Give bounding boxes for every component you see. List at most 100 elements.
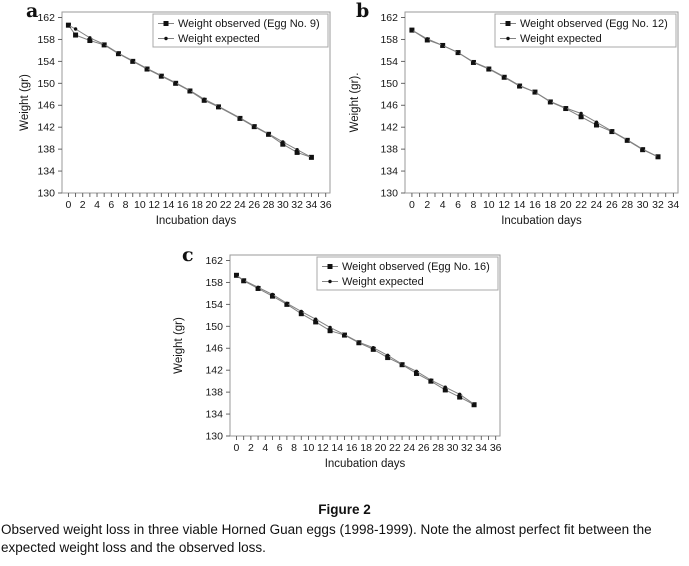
svg-text:130: 130 <box>205 431 223 443</box>
x-axis-label: Incubation days <box>501 215 582 227</box>
figure-caption: Figure 2 Observed weight loss in three v… <box>0 502 689 557</box>
svg-text:30: 30 <box>277 199 289 211</box>
svg-text:134: 134 <box>37 166 55 178</box>
svg-text:134: 134 <box>380 166 398 178</box>
svg-text:0: 0 <box>234 442 240 454</box>
plot-border <box>404 11 679 194</box>
svg-text:10: 10 <box>483 199 495 211</box>
svg-text:12: 12 <box>317 442 329 454</box>
svg-text:36: 36 <box>490 442 502 454</box>
svg-text:134: 134 <box>205 409 223 421</box>
svg-text:14: 14 <box>514 199 526 211</box>
plot-border <box>229 254 501 437</box>
svg-text:26: 26 <box>248 199 260 211</box>
svg-text:130: 130 <box>37 188 55 200</box>
series-dot <box>234 273 476 406</box>
svg-text:138: 138 <box>380 144 398 156</box>
svg-text:30: 30 <box>447 442 459 454</box>
svg-text:28: 28 <box>432 442 444 454</box>
svg-text:150: 150 <box>380 78 398 90</box>
line-chart-svg: 0 2 4 6 8 10 12 14 16 18 20 22 24 26 28 30 32 34 36Incubat… <box>19 11 332 227</box>
svg-text:2: 2 <box>248 442 254 454</box>
legend-label: Weight observed (Egg No. 16) <box>342 261 490 273</box>
svg-text:6: 6 <box>455 199 461 211</box>
legend-label: Weight expected <box>342 276 424 288</box>
svg-text:158: 158 <box>380 34 398 46</box>
svg-text:10: 10 <box>134 199 146 211</box>
svg-text:30: 30 <box>637 199 649 211</box>
svg-text:2: 2 <box>80 199 86 211</box>
svg-text:4: 4 <box>440 199 446 211</box>
svg-text:142: 142 <box>380 122 398 134</box>
svg-text:158: 158 <box>205 277 223 289</box>
series-dot <box>410 28 660 159</box>
legend: Weight observed (Egg No. 12) Weight expec… <box>494 13 677 48</box>
chart-egg-9: a 0 2 4 6 8 10 12 14 16 18 20 22 24 26 28 30 32 34 36 Incub… <box>16 0 346 232</box>
svg-text:16: 16 <box>177 199 189 211</box>
legend-label: Weight observed (Egg No. 9) <box>178 18 320 30</box>
svg-text:32: 32 <box>461 442 473 454</box>
svg-text:0: 0 <box>66 199 72 211</box>
svg-text:14: 14 <box>163 199 175 211</box>
svg-text:16: 16 <box>346 442 358 454</box>
svg-text:26: 26 <box>606 199 618 211</box>
caption-title: Figure 2 <box>318 502 371 517</box>
x-axis-label: Incubation days <box>325 458 406 470</box>
series-dot <box>66 23 314 160</box>
svg-text:0: 0 <box>409 199 415 211</box>
panel-label-c: c <box>182 244 194 266</box>
svg-text:24: 24 <box>591 199 603 211</box>
panel-label-b: b <box>356 0 370 22</box>
svg-text:12: 12 <box>498 199 510 211</box>
svg-text:18: 18 <box>360 442 372 454</box>
svg-text:14: 14 <box>331 442 343 454</box>
svg-text:154: 154 <box>380 56 398 68</box>
svg-text:6: 6 <box>108 199 114 211</box>
svg-text:150: 150 <box>205 321 223 333</box>
svg-text:28: 28 <box>263 199 275 211</box>
svg-text:142: 142 <box>205 365 223 377</box>
legend-label: Weight expected <box>520 33 602 45</box>
svg-text:24: 24 <box>234 199 246 211</box>
svg-text:162: 162 <box>380 12 398 24</box>
y-axis-label: Weight (gr). <box>349 73 361 133</box>
svg-text:18: 18 <box>544 199 556 211</box>
svg-text:32: 32 <box>652 199 664 211</box>
x-axis: 0 2 4 6 8 10 12 14 16 18 20 22 24 26 28 30 32 34 36Incubat… <box>66 193 332 227</box>
y-axis: 130 134 138 142 146 150 154 158 162 Weight (gr) <box>173 255 230 443</box>
line-chart-svg: 0 2 4 6 8 10 12 14 16 18 20 22 24 26 28 30 32 34 36Incubat… <box>173 254 502 470</box>
svg-text:162: 162 <box>205 255 223 267</box>
legend-label: Weight observed (Egg No. 12) <box>520 18 668 30</box>
caption-text: Observed weight loss in three viable Hor… <box>1 522 652 555</box>
y-axis: 130 134 138 142 146 150 154 158 162 Weight (gr). <box>349 12 405 200</box>
svg-text:18: 18 <box>191 199 203 211</box>
svg-text:162: 162 <box>37 12 55 24</box>
legend: Weight observed (Egg No. 9) Weight expect… <box>152 13 329 48</box>
svg-text:8: 8 <box>291 442 297 454</box>
svg-text:20: 20 <box>560 199 572 211</box>
x-axis: 0 2 4 6 8 10 12 14 16 18 20 22 24 26 28 30 32 34 36Incubat… <box>234 436 502 470</box>
svg-text:142: 142 <box>37 122 55 134</box>
svg-text:4: 4 <box>262 442 268 454</box>
svg-text:22: 22 <box>575 199 587 211</box>
svg-text:32: 32 <box>291 199 303 211</box>
legend-label: Weight expected <box>178 33 260 45</box>
chart-egg-12: b 0 2 4 6 8 10 12 14 16 18 20 22 24 26 28 30 32 34 Incubat… <box>346 0 686 232</box>
svg-text:12: 12 <box>148 199 160 211</box>
x-axis-label: Incubation days <box>156 215 237 227</box>
svg-text:28: 28 <box>621 199 633 211</box>
svg-text:20: 20 <box>375 442 387 454</box>
svg-text:154: 154 <box>205 299 223 311</box>
svg-text:34: 34 <box>475 442 487 454</box>
legend: Weight observed (Egg No. 16) Weight expec… <box>316 256 499 291</box>
svg-text:8: 8 <box>471 199 477 211</box>
svg-text:36: 36 <box>320 199 332 211</box>
svg-text:26: 26 <box>418 442 430 454</box>
svg-text:146: 146 <box>380 100 398 112</box>
x-axis: 0 2 4 6 8 10 12 14 16 18 20 22 24 26 28 30 32 34Incubatio… <box>409 193 679 227</box>
svg-text:22: 22 <box>220 199 232 211</box>
svg-text:8: 8 <box>123 199 129 211</box>
y-axis-label: Weight (gr) <box>19 74 31 131</box>
panel-label-a: a <box>26 0 39 22</box>
